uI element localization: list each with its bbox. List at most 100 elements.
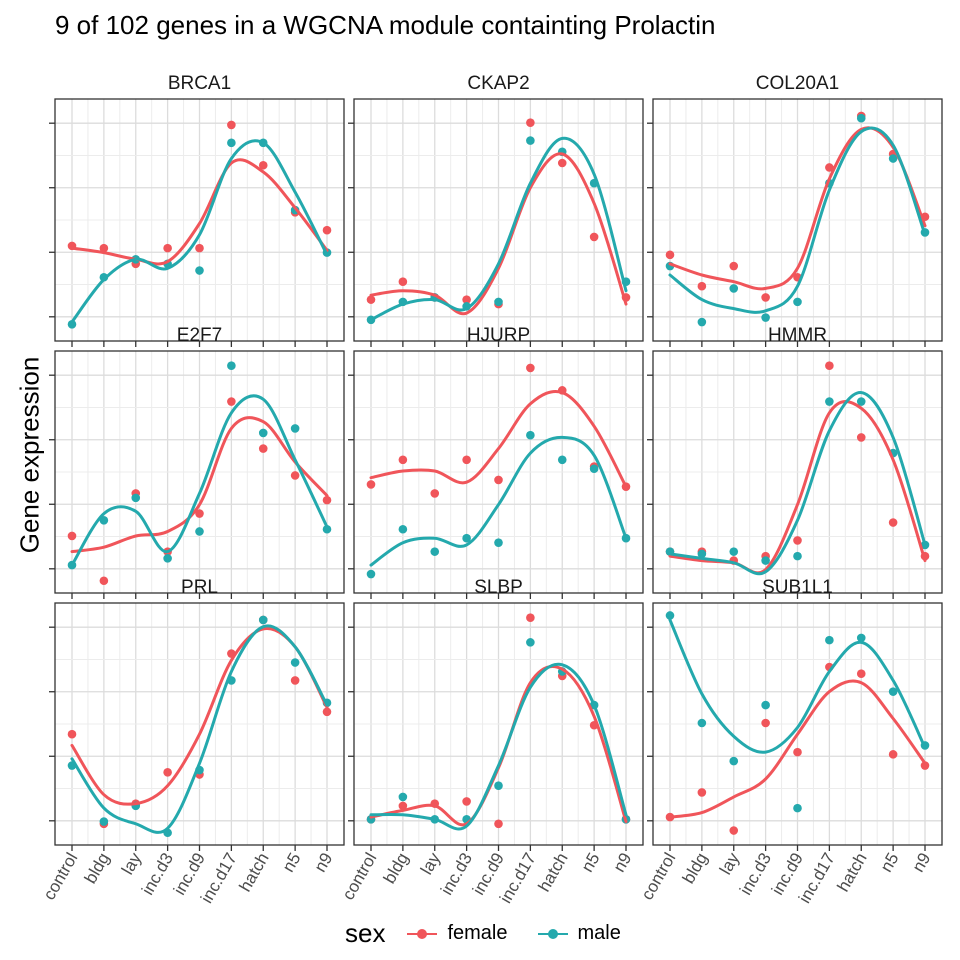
smooth-male	[369, 435, 628, 567]
x-tick-label: lay	[118, 849, 146, 878]
legend-label-female: female	[447, 922, 508, 944]
point-female	[67, 531, 77, 541]
point-male	[697, 718, 707, 728]
point-male	[290, 658, 300, 667]
point-female	[462, 455, 471, 465]
point-male	[163, 554, 172, 563]
point-male	[856, 113, 866, 123]
legend-key-male	[536, 924, 570, 944]
point-male	[793, 803, 802, 813]
point-male	[888, 154, 898, 163]
facet-col20a1: COL20A1	[647, 73, 943, 347]
point-male	[131, 493, 141, 503]
point-male	[729, 547, 739, 556]
point-male	[761, 313, 770, 322]
point-female	[793, 536, 802, 545]
smooth-male	[70, 139, 329, 324]
point-male	[290, 424, 300, 433]
point-male	[793, 551, 802, 561]
point-female	[462, 295, 471, 304]
point-female	[856, 669, 866, 679]
point-male	[526, 638, 535, 647]
smooth-male	[369, 136, 628, 322]
facet-ckap2: CKAP2	[348, 73, 644, 347]
point-female	[526, 118, 535, 127]
x-tick-label: inc.d3	[437, 850, 476, 899]
facet-title: COL20A1	[756, 73, 839, 94]
point-female	[398, 801, 408, 811]
smooth-male	[668, 618, 927, 754]
point-male	[462, 533, 471, 543]
point-male	[526, 136, 535, 145]
point-male	[494, 538, 503, 547]
facet-title: BRCA1	[168, 73, 231, 94]
point-female	[729, 826, 739, 835]
x-tick-label: bldg	[679, 850, 712, 887]
legend-item-female: female	[405, 922, 521, 945]
x-tick-label: inc.d3	[736, 850, 775, 899]
point-male	[195, 527, 204, 536]
x-tick-label: hatch	[534, 850, 571, 896]
x-tick-label: n9	[610, 850, 636, 876]
point-male	[227, 138, 236, 148]
point-female	[195, 509, 204, 518]
x-tick-label: hatch	[235, 850, 272, 896]
legend-item-male: male	[536, 922, 635, 945]
x-tick-label: bldg	[380, 850, 413, 887]
smooth-male	[668, 391, 927, 576]
smooth-male	[70, 394, 329, 567]
legend-title: sex	[345, 918, 386, 948]
point-male	[494, 297, 503, 307]
point-male	[99, 817, 109, 826]
point-female	[322, 707, 332, 717]
point-male	[697, 549, 707, 559]
x-tick-label: n9	[311, 850, 337, 876]
point-male	[322, 524, 332, 534]
point-female	[195, 243, 204, 253]
point-male	[195, 266, 204, 275]
point-male	[825, 397, 834, 406]
facet-title: SLBP	[474, 577, 523, 598]
facet-title: CKAP2	[467, 73, 529, 94]
point-female	[589, 232, 599, 242]
point-female	[290, 471, 300, 480]
point-female	[761, 293, 770, 302]
point-female	[398, 455, 408, 465]
point-female	[888, 750, 898, 759]
facet-hjurp: HJURP	[348, 325, 644, 599]
legend-label-male: male	[577, 922, 621, 944]
point-female	[227, 397, 236, 406]
point-female	[494, 475, 503, 485]
point-female	[697, 281, 707, 291]
point-female	[825, 361, 834, 371]
point-male	[856, 397, 866, 406]
smooth-female	[70, 158, 329, 266]
point-male	[366, 569, 376, 579]
point-male	[526, 430, 535, 440]
point-male	[856, 633, 866, 643]
point-female	[366, 480, 376, 489]
point-female	[856, 433, 866, 442]
x-tick-label: control	[39, 850, 81, 904]
facet-title: HMMR	[768, 325, 827, 346]
point-male	[557, 455, 567, 465]
x-tick-label: n9	[909, 850, 935, 876]
point-female	[888, 518, 898, 527]
point-female	[761, 718, 770, 728]
point-male	[888, 687, 898, 696]
smooth-female	[70, 416, 329, 554]
smooth-male	[668, 126, 927, 314]
point-male	[258, 428, 268, 438]
point-female	[258, 444, 268, 453]
chart-title: 9 of 102 genes in a WGCNA module contain…	[55, 10, 716, 40]
smooth-female	[369, 389, 628, 489]
x-tick-label: n5	[279, 850, 305, 876]
point-female	[793, 747, 802, 757]
point-female	[322, 225, 332, 235]
point-male	[793, 297, 802, 307]
point-male	[761, 700, 770, 710]
x-tick-label: control	[338, 850, 380, 904]
